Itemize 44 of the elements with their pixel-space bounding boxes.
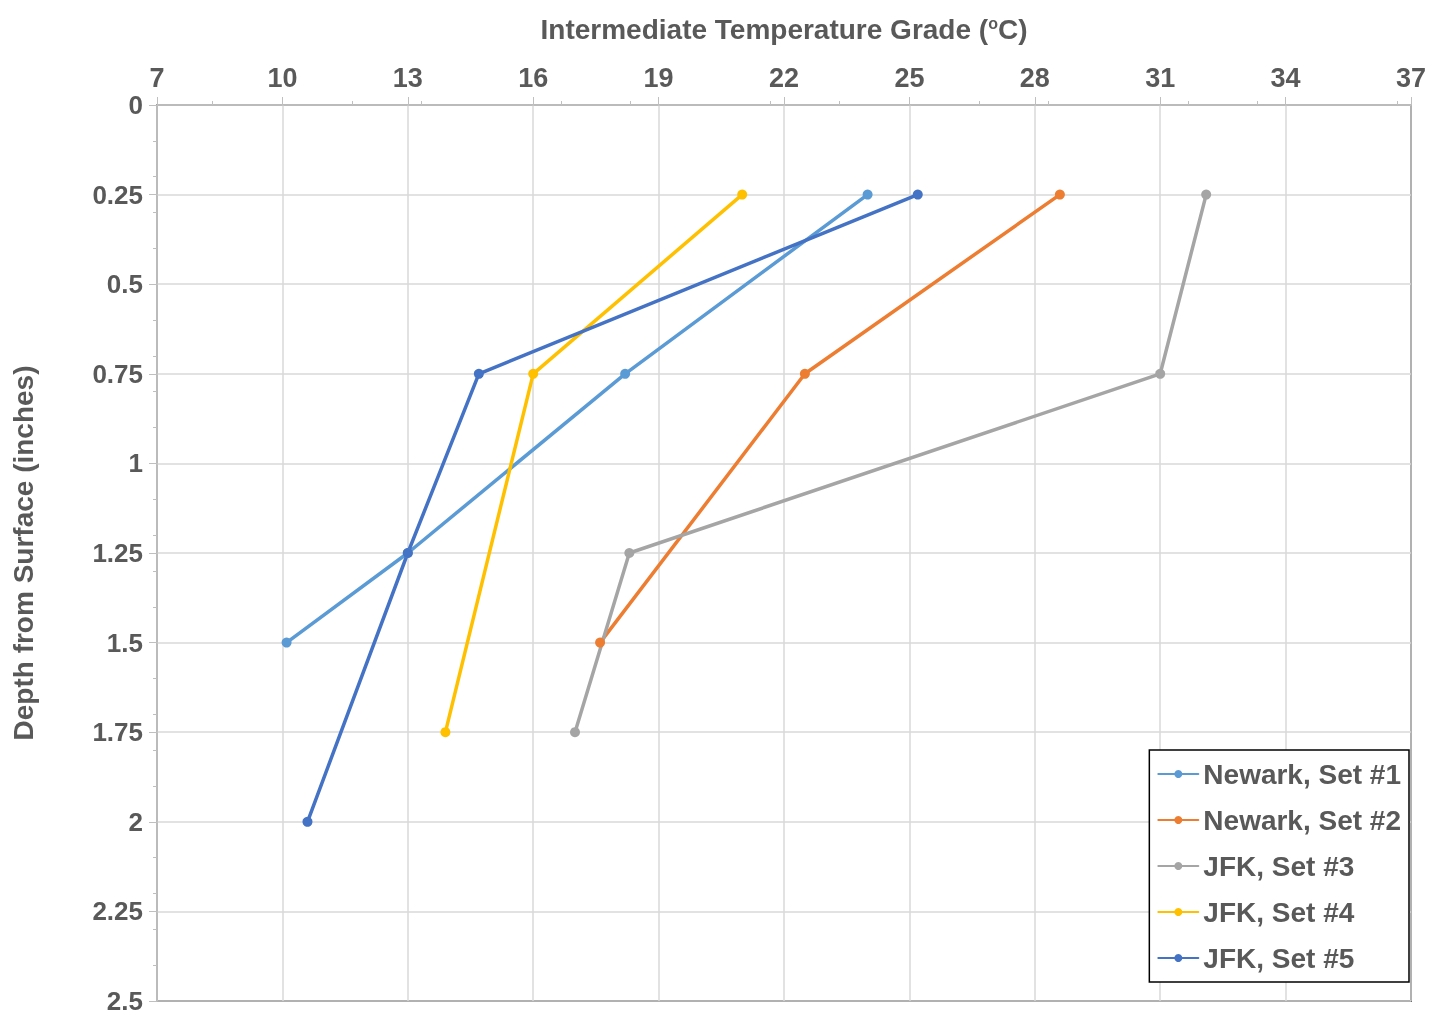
point: [862, 189, 873, 200]
point: [595, 637, 606, 648]
legend-label: Newark, Set #2: [1203, 804, 1401, 836]
point: [799, 368, 810, 379]
point: [737, 189, 748, 200]
y-tick-label: 0.75: [92, 358, 143, 389]
point: [1201, 189, 1212, 200]
x-tick-label: 19: [643, 62, 674, 93]
y-tick-label: 0.5: [106, 269, 143, 300]
y-axis-title: Depth from Surface (inches): [7, 365, 39, 741]
x-tick-label: 28: [1019, 62, 1050, 93]
legend-label: JFK, Set #3: [1203, 850, 1355, 882]
x-tick-label: 13: [392, 62, 423, 93]
point: [1054, 189, 1065, 200]
x-tick-label: 37: [1395, 62, 1427, 93]
point: [302, 816, 313, 827]
point: [624, 548, 635, 558]
x-tick-label: 34: [1270, 62, 1301, 93]
x-tick-label: 31: [1145, 62, 1176, 93]
point: [1155, 368, 1166, 379]
x-tick-label: 16: [518, 62, 549, 93]
y-tick-label: 0.25: [92, 179, 143, 210]
x-tick-label: 25: [894, 62, 925, 93]
y-tick-label: 0: [128, 90, 143, 120]
point: [440, 727, 451, 738]
x-tick-label: 10: [267, 62, 298, 93]
legend-label: JFK, Set #5: [1203, 942, 1355, 974]
x-tick-label: 7: [149, 62, 165, 93]
y-tick-label: 1.25: [92, 538, 143, 568]
y-tick-label: 1.75: [92, 717, 143, 748]
point: [473, 368, 484, 379]
y-tick-label: 2.25: [92, 896, 143, 927]
y-tick-label: 2.5: [106, 986, 143, 1014]
y-tick-label: 2: [128, 806, 143, 837]
x-tick-label: 22: [768, 62, 800, 93]
point: [528, 368, 539, 379]
y-tick-label: 1.5: [106, 627, 143, 658]
point: [912, 189, 923, 200]
point: [281, 637, 292, 648]
point: [620, 368, 631, 379]
legend-label: JFK, Set #4: [1203, 896, 1355, 928]
y-tick-label: 1: [128, 448, 143, 479]
legend-label: Newark, Set #1: [1203, 758, 1401, 790]
point: [570, 727, 580, 738]
